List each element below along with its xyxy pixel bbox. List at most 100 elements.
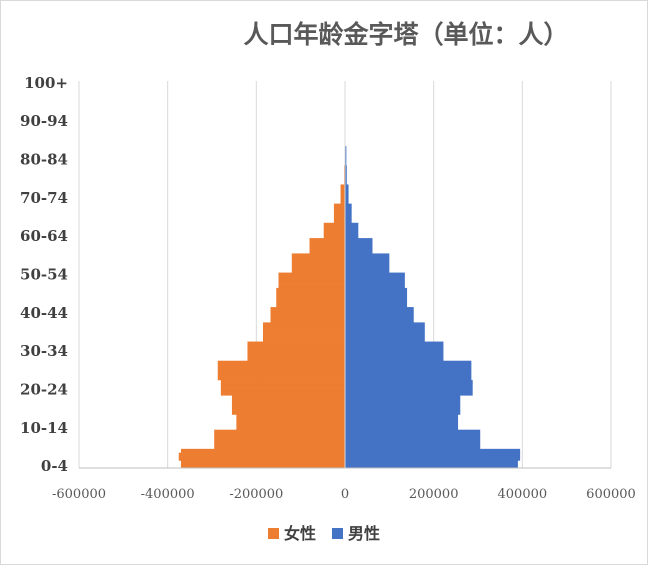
x-tick-label: 0 [341, 487, 349, 502]
bar-female-age-17 [232, 399, 345, 403]
bar-male-age-53 [345, 261, 389, 265]
bar-male-age-22 [345, 380, 473, 384]
bar-female-age-63 [324, 223, 345, 227]
bar-female-age-60 [324, 234, 345, 238]
bar-male-age-15 [345, 407, 460, 411]
bar-female-age-45 [276, 292, 345, 296]
y-tick-label: 60-64 [20, 227, 68, 245]
bar-male-age-23 [345, 376, 471, 380]
bar-female-age-32 [247, 342, 345, 346]
bar-female-age-39 [271, 315, 345, 319]
bar-female-age-56 [310, 250, 345, 254]
bar-male-age-58 [345, 242, 372, 246]
bar-male-age-61 [345, 230, 358, 234]
bar-male-age-43 [345, 299, 407, 303]
bar-female-age-62 [324, 227, 345, 231]
bar-female-age-49 [279, 276, 346, 280]
bar-female-age-43 [276, 299, 345, 303]
bar-male-age-73 [345, 184, 349, 188]
y-tick-label: 90-94 [20, 112, 68, 130]
x-tick-label: -600000 [52, 487, 106, 502]
chart-title: 人口年龄金字塔（单位：人） [243, 20, 568, 49]
bar-female-age-19 [221, 391, 345, 395]
bar-female-age-26 [218, 365, 345, 369]
legend-swatch-female [268, 528, 279, 539]
bar-male-age-60 [345, 234, 358, 238]
y-tick-label: 70-74 [20, 189, 68, 207]
bar-male-age-72 [345, 188, 349, 192]
bar-male-age-27 [345, 361, 471, 365]
bar-male-age-56 [345, 250, 372, 254]
bar-male-age-48 [345, 280, 405, 284]
bar-male-age-7 [345, 437, 480, 441]
bar-female-age-64 [334, 219, 345, 223]
legend: 女性 男性 [268, 524, 380, 543]
bar-female-age-69 [341, 200, 345, 204]
bar-female-age-68 [334, 204, 345, 208]
bar-female-age-72 [341, 188, 345, 192]
y-tick-label: 40-44 [20, 304, 68, 322]
bar-male-age-67 [345, 207, 352, 211]
bar-female-age-31 [247, 345, 345, 349]
legend-swatch-male [332, 528, 343, 539]
y-tick-label: 80-84 [20, 151, 68, 169]
bar-female-age-2 [179, 457, 345, 461]
bar-male-age-70 [345, 196, 349, 200]
legend-label-male: 男性 [348, 524, 380, 543]
bar-female-age-8 [214, 434, 345, 438]
bar-female-age-5 [214, 445, 345, 449]
bar-male-age-64 [345, 219, 352, 223]
bar-male-age-8 [345, 434, 480, 438]
bar-female-age-40 [271, 311, 345, 315]
bar-male-age-28 [345, 357, 443, 361]
bar-male-age-55 [345, 253, 389, 257]
bar-male-age-51 [345, 269, 389, 273]
bar-male-age-50 [345, 273, 405, 277]
bar-female-age-20 [221, 388, 345, 392]
bar-female-age-44 [276, 296, 345, 300]
bar-male-age-18 [345, 395, 460, 399]
bar-male-age-26 [345, 365, 471, 369]
bar-male-age-6 [345, 441, 480, 445]
y-tick-label: 0-4 [41, 457, 68, 475]
bar-male-age-42 [345, 303, 407, 307]
y-tick-label: 30-34 [20, 342, 68, 360]
bar-male-age-35 [345, 330, 425, 334]
bar-male-age-71 [345, 192, 349, 196]
bar-female-age-48 [279, 280, 346, 284]
bar-female-age-53 [292, 261, 345, 265]
bars [179, 127, 520, 468]
bar-male-age-34 [345, 334, 425, 338]
bar-male-age-19 [345, 391, 473, 395]
bar-male-age-32 [345, 342, 443, 346]
bar-male-age-41 [345, 307, 414, 311]
bar-female-age-6 [214, 441, 345, 445]
bar-female-age-23 [218, 376, 345, 380]
bar-female-age-66 [334, 211, 345, 215]
bar-male-age-33 [345, 338, 425, 342]
x-tick-label: 600000 [586, 487, 636, 502]
bar-male-age-4 [345, 449, 520, 453]
bar-female-age-52 [292, 265, 345, 269]
bar-female-age-35 [263, 330, 345, 334]
bar-male-age-57 [345, 246, 372, 250]
bar-male-age-14 [345, 411, 460, 415]
bar-male-age-5 [345, 445, 480, 449]
bar-male-age-12 [345, 418, 458, 422]
y-tick-label: 50-54 [20, 266, 68, 284]
bar-female-age-30 [247, 349, 345, 353]
bar-female-age-28 [247, 357, 345, 361]
bar-female-age-70 [341, 196, 345, 200]
x-tick-label: 200000 [409, 487, 459, 502]
bar-male-age-37 [345, 322, 425, 326]
bar-male-age-45 [345, 292, 407, 296]
bar-female-age-33 [263, 338, 345, 342]
bar-female-age-37 [263, 322, 345, 326]
bar-female-age-38 [271, 319, 345, 323]
y-tick-label: 20-24 [20, 380, 68, 398]
bar-male-age-59 [345, 238, 372, 242]
bar-male-age-63 [345, 223, 358, 227]
bar-male-age-31 [345, 345, 443, 349]
bar-male-age-9 [345, 430, 480, 434]
bar-female-age-13 [236, 414, 345, 418]
